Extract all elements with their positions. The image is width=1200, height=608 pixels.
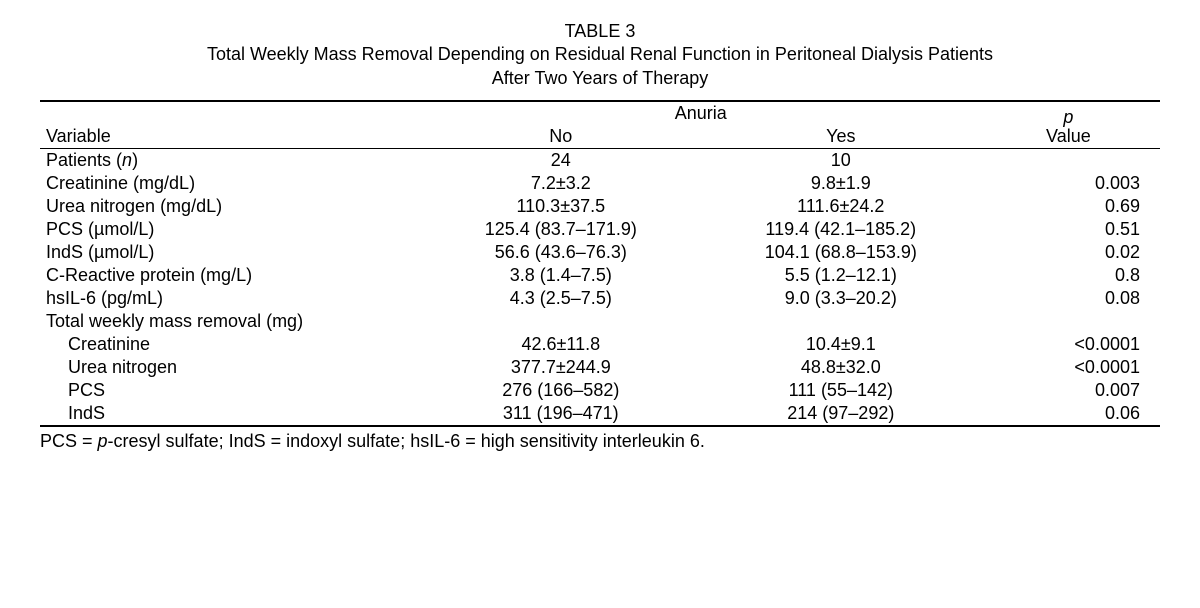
col-header-yes: Yes [701,125,981,149]
p-italic: p [1063,107,1073,127]
col-header-no: No [421,125,701,149]
data-table: Variable Anuria p Value No Yes Patients … [40,100,1160,426]
cell-no: 125.4 (83.7–171.9) [421,218,701,241]
cell-variable: Urea nitrogen [40,356,421,379]
table-row: Creatinine (mg/dL)7.2±3.29.8±1.90.003 [40,172,1160,195]
cell-no: 276 (166–582) [421,379,701,402]
cell-pvalue: 0.06 [981,402,1160,426]
col-header-pvalue: p Value [981,101,1160,149]
cell-variable: PCS [40,379,421,402]
cell-yes: 9.0 (3.3–20.2) [701,287,981,310]
table-row: PCS (µmol/L)125.4 (83.7–171.9)119.4 (42.… [40,218,1160,241]
cell-variable: Total weekly mass removal (mg) [40,310,421,333]
table-row: Creatinine42.6±11.810.4±9.1<0.0001 [40,333,1160,356]
table-footnote: PCS = p-cresyl sulfate; IndS = indoxyl s… [40,426,1160,452]
cell-yes: 111 (55–142) [701,379,981,402]
cell-no: 4.3 (2.5–7.5) [421,287,701,310]
cell-variable: Creatinine [40,333,421,356]
cell-no: 42.6±11.8 [421,333,701,356]
cell-variable: PCS (µmol/L) [40,218,421,241]
table-header: Variable Anuria p Value No Yes [40,101,1160,149]
cell-variable: hsIL-6 (pg/mL) [40,287,421,310]
col-header-variable: Variable [40,101,421,149]
cell-variable: C-Reactive protein (mg/L) [40,264,421,287]
cell-yes: 48.8±32.0 [701,356,981,379]
table-row: Total weekly mass removal (mg) [40,310,1160,333]
table-label: TABLE 3 [40,20,1160,43]
table-body: Patients (n)2410Creatinine (mg/dL)7.2±3.… [40,149,1160,426]
cell-variable: Patients (n) [40,149,421,173]
cell-yes [701,310,981,333]
cell-pvalue: <0.0001 [981,356,1160,379]
table-row: Patients (n)2410 [40,149,1160,173]
table-row: IndS311 (196–471)214 (97–292)0.06 [40,402,1160,426]
cell-pvalue: 0.007 [981,379,1160,402]
cell-variable: Urea nitrogen (mg/dL) [40,195,421,218]
p-value-word: Value [1046,126,1091,146]
cell-no: 3.8 (1.4–7.5) [421,264,701,287]
cell-yes: 10.4±9.1 [701,333,981,356]
cell-no: 24 [421,149,701,173]
cell-yes: 10 [701,149,981,173]
cell-no: 377.7±244.9 [421,356,701,379]
cell-pvalue: 0.02 [981,241,1160,264]
cell-pvalue: 0.8 [981,264,1160,287]
cell-yes: 119.4 (42.1–185.2) [701,218,981,241]
table-title-line1: Total Weekly Mass Removal Depending on R… [40,43,1160,66]
table-row: PCS276 (166–582)111 (55–142)0.007 [40,379,1160,402]
table-row: IndS (µmol/L)56.6 (43.6–76.3)104.1 (68.8… [40,241,1160,264]
cell-yes: 9.8±1.9 [701,172,981,195]
cell-yes: 5.5 (1.2–12.1) [701,264,981,287]
cell-variable: Creatinine (mg/dL) [40,172,421,195]
table-row: C-Reactive protein (mg/L)3.8 (1.4–7.5)5.… [40,264,1160,287]
table-row: Urea nitrogen377.7±244.948.8±32.0<0.0001 [40,356,1160,379]
cell-variable: IndS [40,402,421,426]
cell-no [421,310,701,333]
cell-no: 311 (196–471) [421,402,701,426]
table-container: TABLE 3 Total Weekly Mass Removal Depend… [40,20,1160,452]
cell-pvalue: 0.51 [981,218,1160,241]
table-row: Urea nitrogen (mg/dL)110.3±37.5111.6±24.… [40,195,1160,218]
cell-yes: 104.1 (68.8–153.9) [701,241,981,264]
table-row: hsIL-6 (pg/mL)4.3 (2.5–7.5)9.0 (3.3–20.2… [40,287,1160,310]
cell-pvalue: 0.08 [981,287,1160,310]
cell-pvalue: <0.0001 [981,333,1160,356]
cell-yes: 111.6±24.2 [701,195,981,218]
cell-variable: IndS (µmol/L) [40,241,421,264]
cell-no: 7.2±3.2 [421,172,701,195]
cell-pvalue [981,149,1160,173]
table-title-line2: After Two Years of Therapy [40,67,1160,90]
cell-pvalue: 0.003 [981,172,1160,195]
cell-no: 110.3±37.5 [421,195,701,218]
cell-yes: 214 (97–292) [701,402,981,426]
col-header-spanner: Anuria [421,101,981,125]
cell-pvalue: 0.69 [981,195,1160,218]
cell-pvalue [981,310,1160,333]
cell-no: 56.6 (43.6–76.3) [421,241,701,264]
table-caption: TABLE 3 Total Weekly Mass Removal Depend… [40,20,1160,90]
